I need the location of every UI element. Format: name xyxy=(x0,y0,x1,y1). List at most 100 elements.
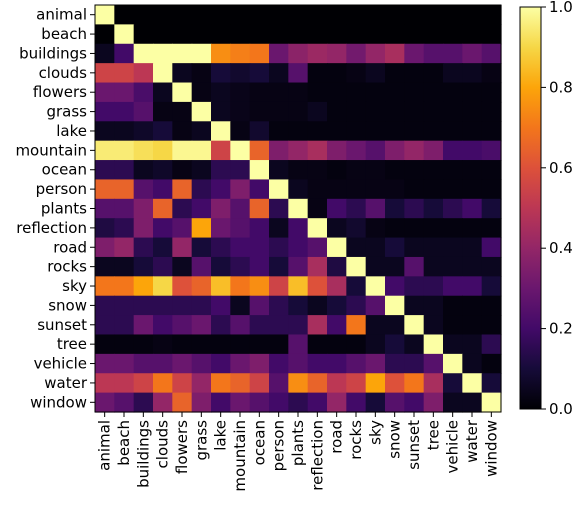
heatmap-cell xyxy=(404,256,425,277)
heatmap-cell xyxy=(385,5,405,25)
colorbar-gradient xyxy=(520,7,541,409)
heatmap-cell xyxy=(443,101,463,122)
heatmap-cell xyxy=(114,276,135,297)
heatmap-cell xyxy=(288,237,309,258)
heatmap-cell xyxy=(365,392,386,413)
heatmap-cell xyxy=(230,101,251,122)
heatmap-cell xyxy=(133,43,154,64)
heatmap-cell xyxy=(249,295,270,316)
heatmap-cell xyxy=(211,353,231,374)
heatmap-cell xyxy=(462,198,483,219)
heatmap-cell xyxy=(249,276,270,297)
heatmap-cell xyxy=(191,334,212,355)
heatmap-cell xyxy=(133,160,154,181)
heatmap-cell xyxy=(365,276,386,297)
heatmap-cell xyxy=(443,373,463,394)
heatmap-cell xyxy=(462,353,483,374)
heatmap-cell xyxy=(423,218,444,239)
heatmap-cell xyxy=(269,179,289,200)
heatmap-cell xyxy=(191,140,212,161)
y-tick-label: lake xyxy=(56,122,87,140)
heatmap-cell xyxy=(462,256,483,277)
heatmap-cell xyxy=(423,43,444,64)
heatmap-cell xyxy=(481,82,502,103)
heatmap-cell xyxy=(114,179,135,200)
heatmap-cell xyxy=(269,334,289,355)
heatmap-cell xyxy=(172,198,193,219)
heatmap-cell xyxy=(443,276,463,297)
heatmap-cell xyxy=(327,256,347,277)
heatmap-cell xyxy=(462,218,483,239)
x-tick-label: grass xyxy=(192,420,210,461)
heatmap-cell xyxy=(346,140,367,161)
y-tick-label: flowers xyxy=(33,83,87,101)
heatmap-cell xyxy=(133,198,154,219)
heatmap-cell xyxy=(327,101,347,122)
heatmap-cell xyxy=(385,140,405,161)
heatmap-cell xyxy=(443,237,463,258)
heatmap-cell xyxy=(114,63,135,84)
heatmap-cell xyxy=(385,392,405,413)
heatmap-cell xyxy=(133,63,154,84)
heatmap-cell xyxy=(269,140,289,161)
heatmap-cell xyxy=(307,295,328,316)
heatmap-cell xyxy=(95,237,115,258)
x-tick-label: water xyxy=(463,419,481,463)
heatmap-cell xyxy=(404,218,425,239)
heatmap-cell xyxy=(230,237,251,258)
heatmap-cell xyxy=(95,218,115,239)
heatmap-cell xyxy=(249,198,270,219)
heatmap-cell xyxy=(288,373,309,394)
heatmap-cell xyxy=(327,237,347,258)
colorbar-tick-label: 0.2 xyxy=(549,320,573,338)
heatmap-cell xyxy=(191,24,212,45)
heatmap-cell xyxy=(269,121,289,142)
heatmap-cell xyxy=(172,121,193,142)
heatmap-cell xyxy=(404,160,425,181)
heatmap-cell xyxy=(481,63,502,84)
heatmap-cell xyxy=(365,237,386,258)
x-tick-label: snow xyxy=(386,420,404,459)
heatmap-cell xyxy=(288,101,309,122)
heatmap-cell xyxy=(346,63,367,84)
heatmap-cell xyxy=(288,160,309,181)
heatmap-cell xyxy=(385,24,405,45)
heatmap-cell xyxy=(307,353,328,374)
y-tick-label: mountain xyxy=(15,141,87,159)
x-tick-label: clouds xyxy=(154,420,172,469)
heatmap-cell xyxy=(346,24,367,45)
heatmap-cell xyxy=(114,334,135,355)
heatmap-cell xyxy=(423,179,444,200)
heatmap-cell xyxy=(269,237,289,258)
heatmap-cell xyxy=(443,295,463,316)
heatmap-cell xyxy=(307,315,328,336)
heatmap-cell xyxy=(172,373,193,394)
colorbar-tick-label: 1.0 xyxy=(549,0,573,16)
heatmap-cell xyxy=(191,160,212,181)
heatmap-cell xyxy=(249,353,270,374)
heatmap-cell xyxy=(230,179,251,200)
heatmap-cell xyxy=(481,24,502,45)
heatmap-cell xyxy=(153,256,173,277)
heatmap-cell xyxy=(481,392,502,413)
heatmap-cell xyxy=(249,334,270,355)
heatmap-cell xyxy=(481,373,502,394)
heatmap-cell xyxy=(462,5,483,25)
heatmap-cell xyxy=(365,43,386,64)
heatmap-cell xyxy=(288,353,309,374)
heatmap-cell xyxy=(346,353,367,374)
colorbar-tick-label: 0.0 xyxy=(549,400,573,418)
heatmap-cell xyxy=(481,218,502,239)
heatmap-cell xyxy=(365,140,386,161)
x-tick-label: beach xyxy=(115,420,133,466)
heatmap-cell xyxy=(172,315,193,336)
heatmap-cell xyxy=(211,373,231,394)
heatmap-cell xyxy=(346,43,367,64)
heatmap-cell xyxy=(153,5,173,25)
heatmap-cell xyxy=(365,256,386,277)
heatmap-cell xyxy=(423,353,444,374)
heatmap-cell xyxy=(249,101,270,122)
heatmap-cell xyxy=(95,101,115,122)
heatmap-cell xyxy=(191,353,212,374)
